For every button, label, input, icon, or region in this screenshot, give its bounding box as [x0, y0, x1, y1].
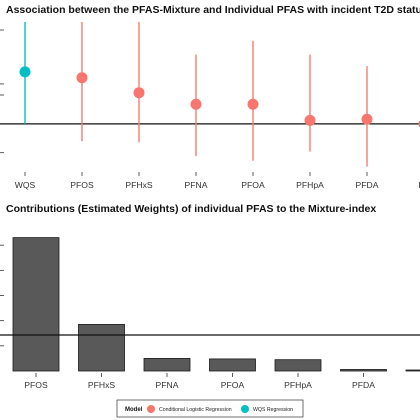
bar-pfunda [405, 369, 420, 372]
legend-box [116, 399, 304, 418]
weights-bars [12, 237, 420, 372]
weights-yaxis-ticks [0, 244, 4, 347]
weights-xlabel-pfhxs: PFHxS [88, 380, 115, 390]
weights-xlabel-pfos: PFOS [24, 380, 48, 390]
forest-xlabel-pfna: PFNA [185, 180, 208, 190]
legend-title: Model [125, 407, 143, 413]
forest-xlabel-pfunda: PF [419, 180, 420, 190]
point-pfhxs [133, 87, 145, 99]
forest-xlabel-pfhpa: PFHpA [296, 180, 324, 190]
legend-swatch-wqs [241, 405, 249, 413]
weights-xlabel-pfhpa: PFHpA [284, 380, 312, 390]
weights-chart-title: Contributions (Estimated Weights) of ind… [6, 203, 376, 215]
point-pfhpa [304, 114, 316, 126]
forest-xlabel-pfoa: PFOA [241, 180, 265, 190]
forest-plot-title: Association between the PFAS-Mixture and… [6, 4, 420, 16]
forest-plot-points [19, 66, 420, 128]
forest-plot-panel: Association between the PFAS-Mixture and… [0, 4, 420, 190]
weights-xlabel-pfna: PFNA [156, 380, 179, 390]
forest-plot-yaxis-ticks [0, 29, 4, 154]
bar-pfhpa [274, 359, 322, 372]
bar-pfhxs [78, 324, 125, 372]
forest-xlabel-pfda: PFDA [356, 180, 379, 190]
legend-label-clr: Conditional Logistic Regression [159, 407, 232, 413]
point-pfna [190, 98, 202, 110]
bar-pfna [143, 358, 191, 372]
legend: Model Conditional Logistic Regression WQ… [116, 399, 304, 418]
forest-plot-xaxis-labels: WQS PFOS PFHxS PFNA PFOA PFHpA PFDA PF [15, 172, 420, 190]
point-pfda [361, 113, 373, 125]
legend-label-wqs: WQS Regression [253, 407, 293, 413]
weights-xaxis-labels: PFOSPFHxSPFNAPFOAPFHpAPFDAPF [24, 373, 375, 390]
forest-xlabel-pfhxs: PFHxS [125, 180, 152, 190]
point-pfos [76, 72, 88, 84]
bar-pfda [340, 369, 387, 372]
point-wqs [19, 66, 31, 78]
forest-xlabel-pfos: PFOS [70, 180, 94, 190]
legend-swatch-clr [147, 405, 155, 413]
weights-bar-panel: Contributions (Estimated Weights) of ind… [0, 203, 420, 390]
point-pfoa [247, 98, 259, 110]
bar-pfoa [209, 358, 256, 372]
forest-xlabel-wqs: WQS [15, 180, 36, 190]
weights-xlabel-pfda: PFDA [352, 380, 375, 390]
weights-xlabel-pfoa: PFOA [221, 380, 245, 390]
bar-pfos [12, 237, 60, 372]
